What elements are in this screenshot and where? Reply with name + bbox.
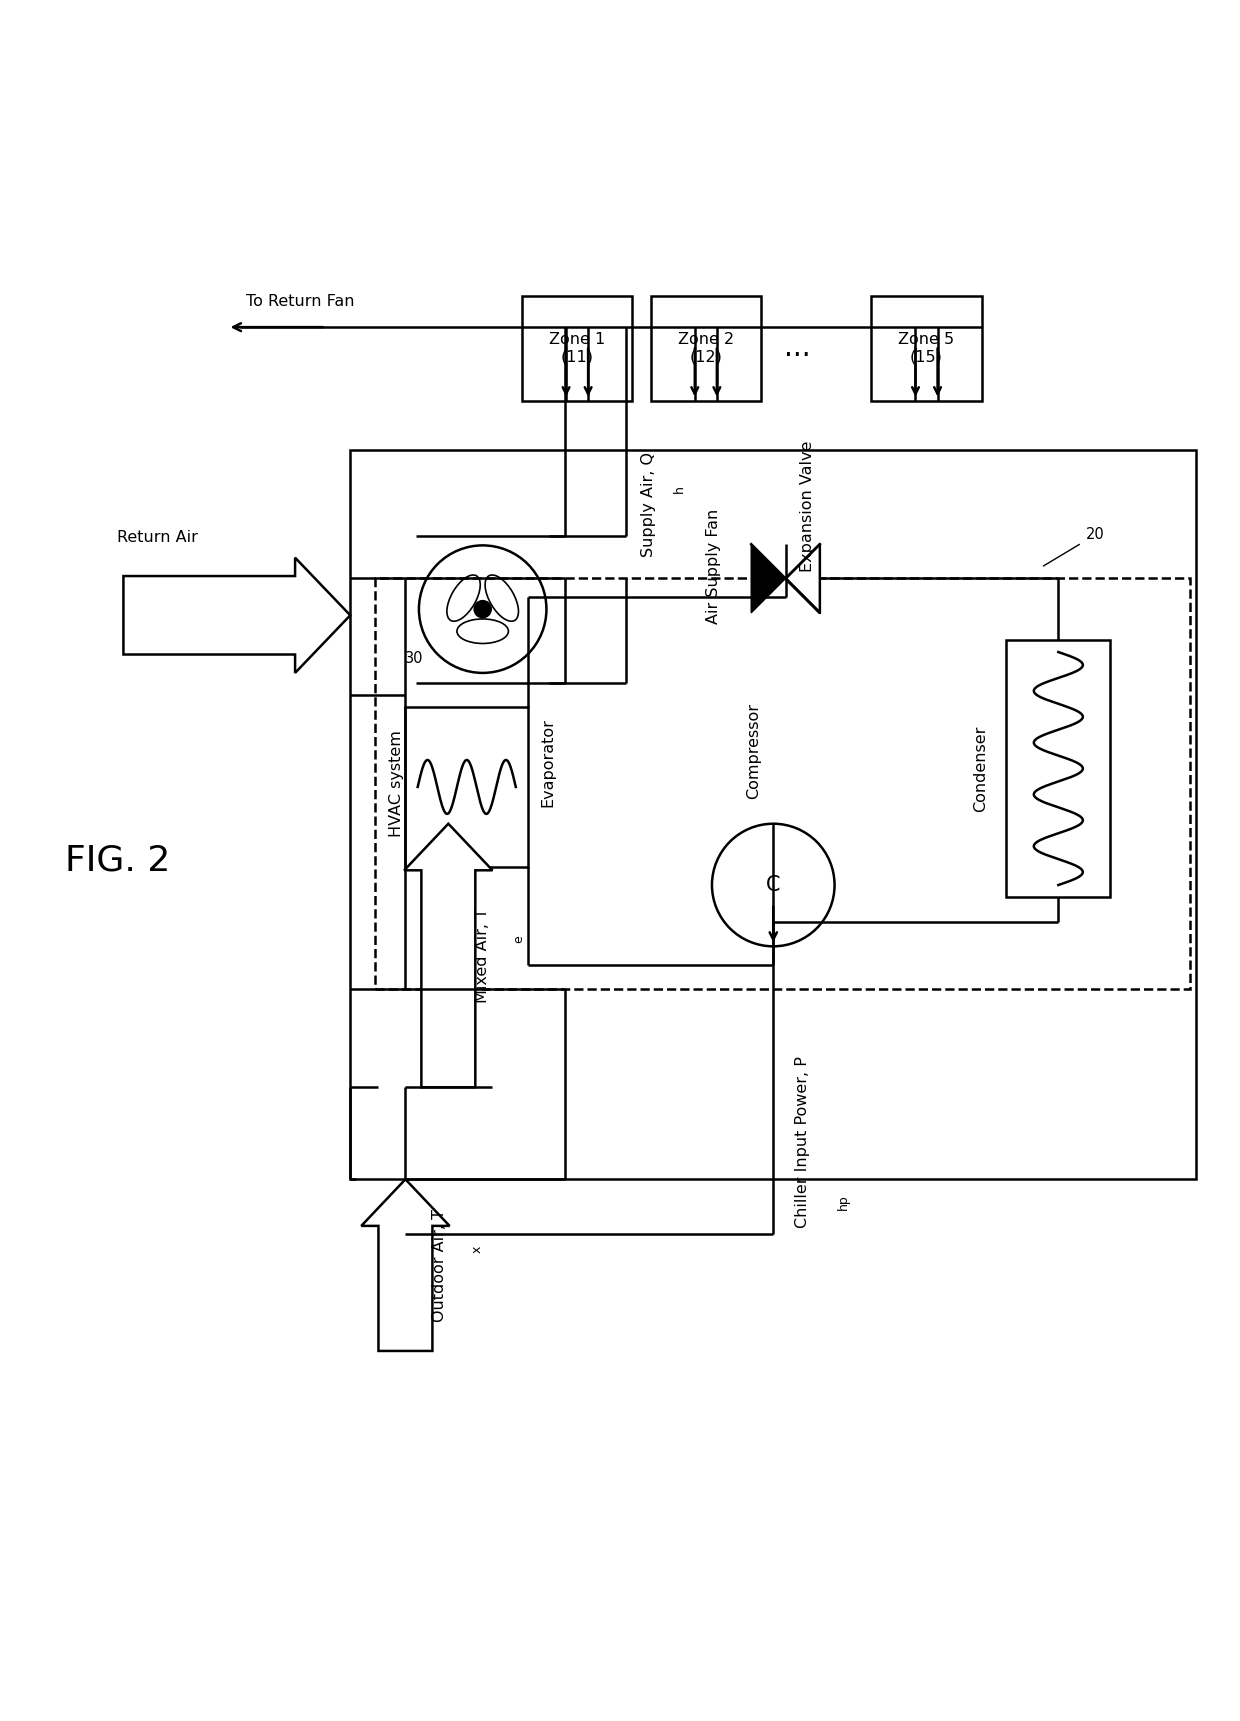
Text: FIG. 2: FIG. 2 [64, 843, 170, 878]
Text: e: e [512, 936, 525, 943]
Polygon shape [751, 544, 785, 613]
Bar [405, 707, 528, 867]
Bar [350, 449, 1197, 1179]
Text: 30: 30 [405, 651, 424, 666]
Text: Outdoor Air, T: Outdoor Air, T [433, 1208, 448, 1322]
Text: x: x [470, 1246, 484, 1253]
Text: Zone 5
(15): Zone 5 (15) [899, 332, 955, 365]
Circle shape [712, 824, 835, 947]
Polygon shape [361, 1179, 450, 1351]
Text: Zone 2
(12): Zone 2 (12) [678, 332, 734, 365]
Text: Chiller Input Power, P: Chiller Input Power, P [795, 1057, 810, 1229]
Text: Expansion Valve: Expansion Valve [800, 441, 815, 573]
Text: Return Air: Return Air [118, 530, 198, 546]
Text: Mixed Air, T: Mixed Air, T [475, 909, 490, 1003]
Text: ...: ... [785, 334, 811, 361]
Bar [522, 296, 632, 401]
Ellipse shape [485, 575, 518, 621]
Polygon shape [404, 824, 492, 1088]
Text: HVAC system: HVAC system [389, 730, 404, 838]
Circle shape [419, 546, 547, 673]
Polygon shape [785, 544, 820, 613]
Text: Evaporator: Evaporator [541, 718, 556, 807]
Text: Compressor: Compressor [746, 704, 761, 799]
Polygon shape [124, 558, 350, 673]
Bar [1006, 640, 1111, 897]
Bar [651, 296, 761, 401]
Text: hp: hp [837, 1194, 851, 1210]
Text: Air Supply Fan: Air Supply Fan [706, 509, 720, 623]
Bar [374, 578, 1190, 990]
Text: Condenser: Condenser [973, 725, 988, 812]
Text: Zone 1
(11): Zone 1 (11) [549, 332, 605, 365]
Text: C: C [766, 874, 780, 895]
Text: 20: 20 [1086, 527, 1105, 542]
Text: To Return Fan: To Return Fan [246, 294, 355, 308]
Text: h: h [673, 485, 686, 492]
Circle shape [474, 601, 491, 618]
Ellipse shape [446, 575, 480, 621]
Ellipse shape [456, 620, 508, 644]
Bar [872, 296, 982, 401]
Text: Supply Air, Q: Supply Air, Q [641, 453, 656, 558]
